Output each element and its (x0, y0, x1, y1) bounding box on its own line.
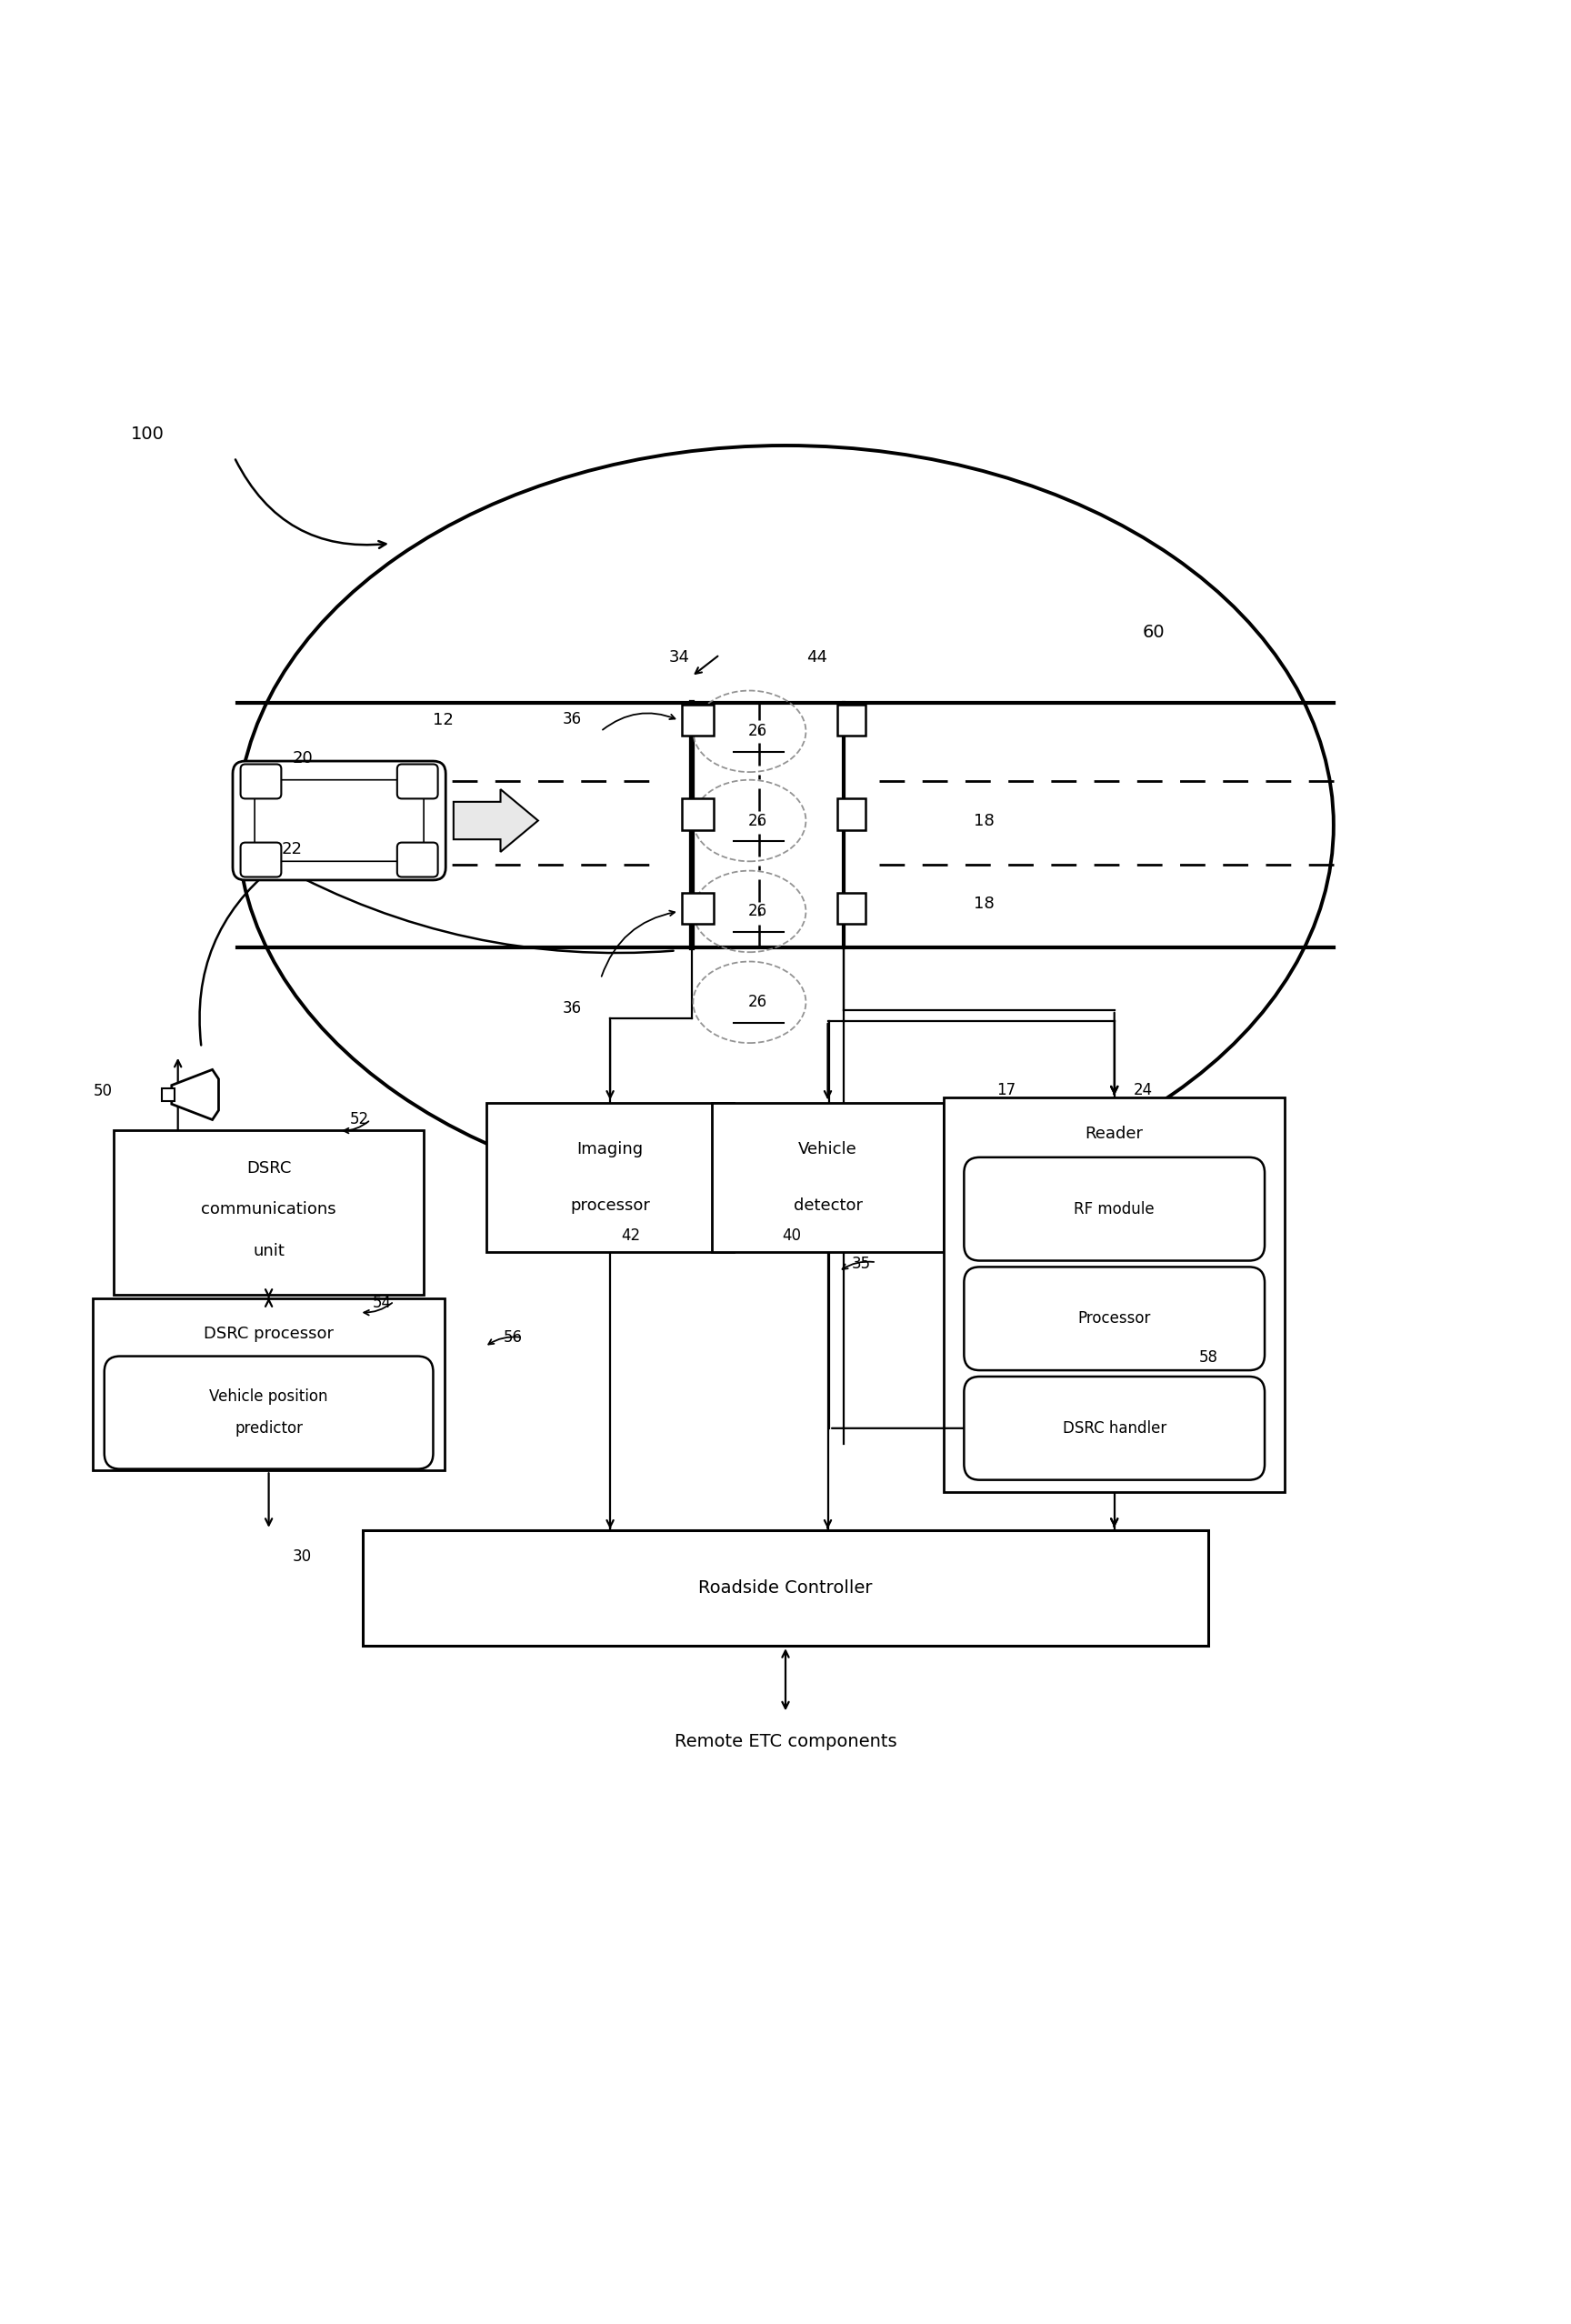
Text: 12: 12 (434, 711, 454, 727)
Text: 18: 18 (974, 813, 994, 830)
Text: 56: 56 (504, 1329, 523, 1346)
Text: unit: unit (253, 1243, 284, 1260)
Text: DSRC: DSRC (247, 1160, 291, 1176)
Bar (837, 799, 866, 830)
Text: 26: 26 (748, 723, 767, 739)
FancyBboxPatch shape (104, 1357, 434, 1469)
Text: detector: detector (793, 1197, 862, 1213)
Text: DSRC handler: DSRC handler (1062, 1420, 1166, 1436)
FancyBboxPatch shape (965, 1376, 1265, 1480)
Text: 52: 52 (350, 1111, 369, 1127)
Text: Reader: Reader (1086, 1125, 1144, 1141)
FancyBboxPatch shape (240, 844, 281, 876)
Bar (837, 704, 866, 737)
Text: 20: 20 (292, 751, 313, 767)
Bar (162, 1088, 174, 1102)
Bar (837, 892, 866, 925)
Text: Imaging: Imaging (577, 1141, 644, 1157)
Bar (113, 1129, 424, 1294)
Text: Remote ETC components: Remote ETC components (674, 1734, 897, 1750)
Text: 58: 58 (1199, 1350, 1218, 1367)
Text: 26: 26 (748, 813, 767, 830)
Text: processor: processor (570, 1197, 650, 1213)
Text: RF module: RF module (1075, 1202, 1155, 1218)
Text: 30: 30 (292, 1548, 311, 1564)
Text: 26: 26 (748, 904, 767, 920)
Text: 36: 36 (562, 999, 581, 1016)
Text: 17: 17 (998, 1081, 1016, 1099)
Text: communications: communications (201, 1202, 336, 1218)
Text: 18: 18 (974, 895, 994, 911)
Text: 24: 24 (1133, 1081, 1153, 1099)
FancyBboxPatch shape (255, 781, 424, 862)
Bar (944, 1097, 1285, 1492)
FancyBboxPatch shape (397, 844, 438, 876)
Text: 26: 26 (748, 995, 767, 1011)
FancyBboxPatch shape (965, 1267, 1265, 1371)
Text: 40: 40 (782, 1227, 801, 1243)
Text: 34: 34 (669, 648, 690, 667)
Bar (363, 1529, 1208, 1645)
Text: 100: 100 (130, 425, 165, 442)
Text: 42: 42 (621, 1227, 641, 1243)
Bar (682, 704, 713, 737)
Text: predictor: predictor (234, 1420, 303, 1436)
Polygon shape (454, 790, 539, 853)
Polygon shape (171, 1069, 218, 1120)
Text: Vehicle: Vehicle (798, 1141, 858, 1157)
Text: 35: 35 (851, 1255, 870, 1271)
FancyBboxPatch shape (965, 1157, 1265, 1260)
Text: 36: 36 (562, 711, 581, 727)
Text: Vehicle position: Vehicle position (209, 1390, 328, 1406)
Text: Processor: Processor (1078, 1311, 1152, 1327)
Bar (712, 1104, 944, 1253)
Bar (487, 1104, 734, 1253)
Text: 50: 50 (93, 1083, 112, 1099)
FancyBboxPatch shape (397, 765, 438, 799)
Bar (682, 892, 713, 925)
Text: DSRC processor: DSRC processor (204, 1327, 333, 1343)
FancyBboxPatch shape (240, 765, 281, 799)
Bar (682, 799, 713, 830)
FancyBboxPatch shape (233, 760, 446, 881)
Text: 22: 22 (281, 841, 302, 858)
Text: Roadside Controller: Roadside Controller (699, 1580, 872, 1597)
Text: 54: 54 (372, 1294, 391, 1311)
Text: 60: 60 (1142, 625, 1166, 641)
Bar (93, 1299, 445, 1471)
Text: 44: 44 (806, 648, 828, 667)
